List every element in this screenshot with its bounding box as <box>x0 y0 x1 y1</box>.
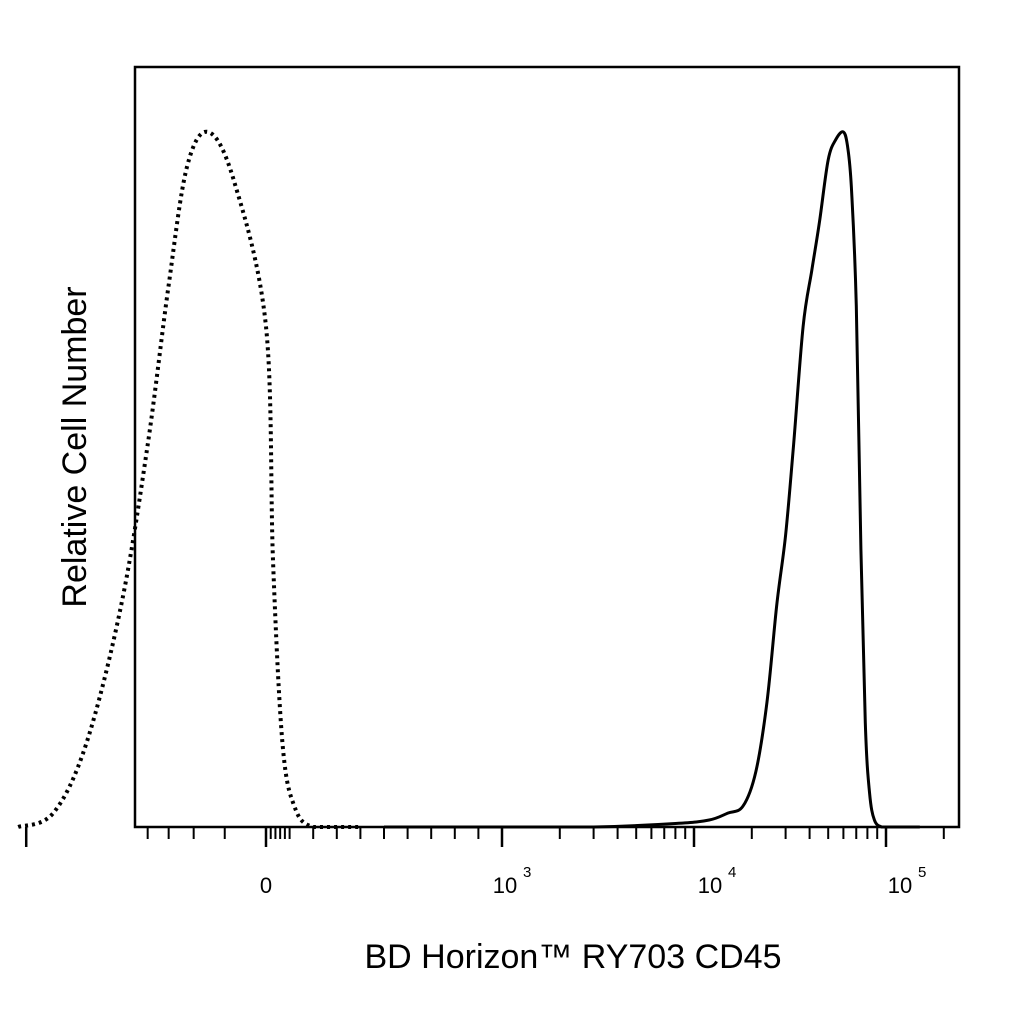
x-tick-label-10e5: 10 <box>888 873 912 898</box>
x-axis-major-ticks <box>24 827 888 847</box>
series-line-solid <box>384 130 920 829</box>
y-axis-label: Relative Cell Number <box>56 286 94 607</box>
series-layer <box>17 129 920 829</box>
x-tick-exponent-10e3: 3 <box>523 864 531 881</box>
x-tick-label-10e3: 10 <box>493 873 517 898</box>
plot-frame <box>133 65 961 829</box>
x-axis-label: BD Horizon™ RY703 CD45 <box>365 938 782 976</box>
x-tick-label-10e4: 10 <box>698 873 722 898</box>
series-line-dotted <box>17 129 361 829</box>
x-tick-label-0: 0 <box>260 873 272 898</box>
x-tick-exponent-10e4: 4 <box>728 864 736 881</box>
x-tick-exponent-10e5: 5 <box>918 864 926 881</box>
x-axis-minor-ticks <box>146 827 945 839</box>
